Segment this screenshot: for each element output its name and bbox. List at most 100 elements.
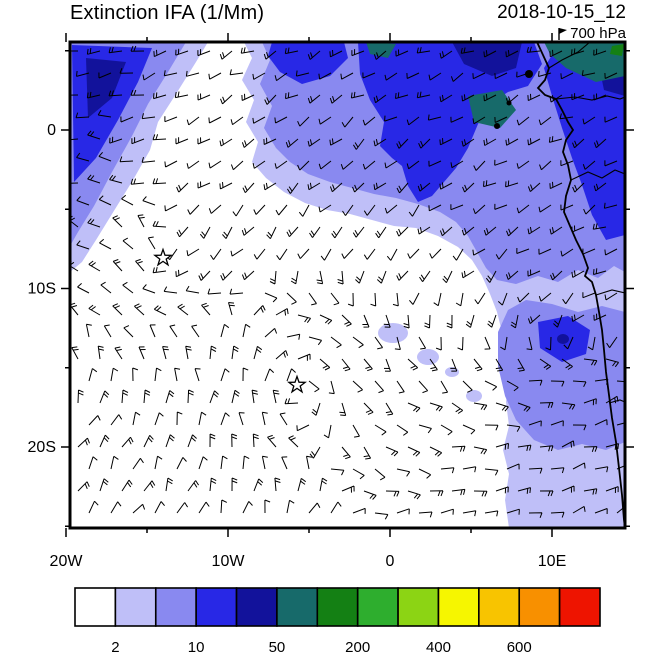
wind-barb [284,47,299,55]
wind-barb [571,270,585,278]
wind-barb [506,424,521,432]
wind-barb [187,389,194,404]
wind-barb [152,178,167,185]
wind-barb [149,324,156,338]
wind-barb [272,389,280,404]
wind-barb [297,248,310,259]
wind-barb [407,490,421,500]
wind-barb [517,292,530,303]
wind-barb [516,116,530,126]
wind-barb [462,466,477,473]
wind-barb [550,467,565,474]
wind-barb [295,70,310,77]
wind-barb [76,152,90,162]
wind-barb [109,136,123,144]
wind-barb [308,336,322,346]
pressure-level-text: 700 hPa [570,25,626,42]
wind-barb [539,358,552,370]
wind-barb [341,446,351,460]
wind-barb [274,72,288,82]
wind-barb [220,499,228,514]
wind-barb [191,324,200,338]
wind-barb [112,303,123,316]
colorbar-label: 50 [269,639,286,656]
wind-barb [440,380,449,394]
wind-barb [604,292,618,301]
wind-barb [483,226,497,236]
wind-barb [319,477,328,492]
wind-barb [473,358,483,372]
wind-barb [561,440,575,448]
wind-barb [439,138,453,146]
wind-barb [264,94,277,105]
star-markers [153,247,307,394]
wind-barb [439,182,453,190]
wind-barb [406,116,420,126]
wind-barb [603,202,618,209]
wind-barb [396,182,409,194]
wind-barb [242,323,251,338]
wind-barb [539,402,554,408]
wind-barb [396,270,409,281]
wind-barb [418,424,432,434]
wind-barb [363,204,376,216]
wind-barb [451,445,466,452]
wind-barb [396,468,411,477]
colorbar-box [478,587,521,627]
wind-barb [152,134,167,141]
wind-barb [201,302,211,316]
wind-barb [550,420,564,427]
wind-barb [220,270,233,281]
wind-barb [484,336,491,350]
colorbar-box [114,587,157,627]
wind-barb [97,109,112,118]
island [525,70,533,78]
wind-barb [185,345,192,360]
wind-barb [473,446,488,455]
x-tick-label: 20W [50,553,84,570]
wind-barb [572,138,585,149]
country-border [548,42,591,69]
wind-barb [329,182,343,193]
wind-barb [562,292,574,305]
wind-barb [264,328,278,338]
wind-barb [275,204,288,216]
wind-barb [121,479,133,492]
wind-barb [340,160,354,170]
wind-barb [450,204,464,211]
wind-barb [593,268,607,275]
wind-barb [465,314,475,328]
colorbar-label: 600 [507,639,532,656]
wind-barb [374,468,386,481]
wind-barb [549,94,563,103]
contour-region [544,42,625,82]
wind-barb [209,477,217,492]
wind-barb [483,94,497,102]
wind-barb [363,402,374,415]
wind-barb [407,402,421,413]
colorbar-box [356,587,399,627]
wind-barb [484,468,499,476]
wind-barb [572,182,585,193]
wind-barb [198,411,207,426]
wind-barb [352,424,360,438]
colorbar-box [558,587,601,627]
wind-barb [274,477,281,492]
wind-barb [473,490,488,497]
wind-barb [316,270,324,285]
wind-barb [561,485,575,493]
wind-barb [407,248,420,259]
wind-barb [440,467,455,474]
wind-barb [135,258,145,272]
wind-barb [263,137,277,145]
wind-barb [605,395,619,404]
wind-barb [394,336,401,350]
wind-barb [185,285,200,294]
wind-barb [417,182,431,192]
wind-barb [307,50,321,60]
wind-barb [230,116,244,126]
wind-barb [319,314,333,325]
star-marker [287,374,307,394]
wind-barb [505,94,519,104]
wind-barb [109,174,123,184]
